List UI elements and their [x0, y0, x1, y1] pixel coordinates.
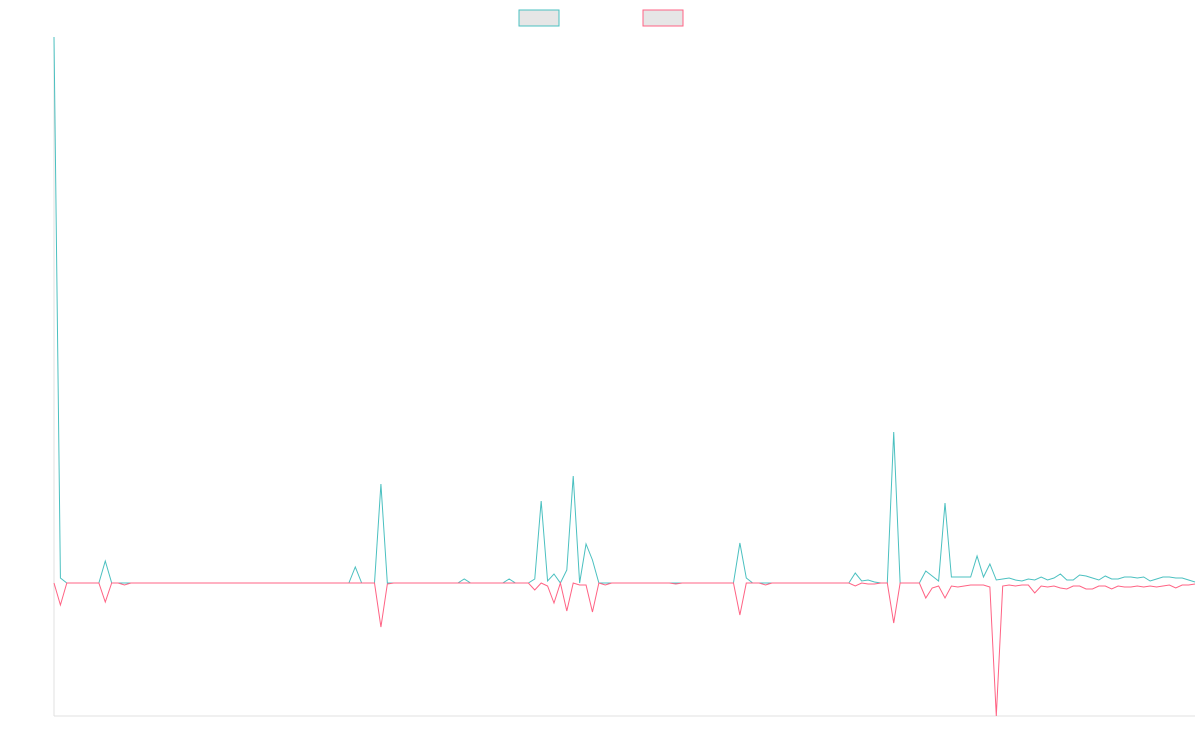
line-series — [53, 36, 1196, 584]
legend-swatch — [642, 9, 684, 27]
line-series — [53, 581, 1196, 717]
legend-swatch — [518, 9, 560, 27]
